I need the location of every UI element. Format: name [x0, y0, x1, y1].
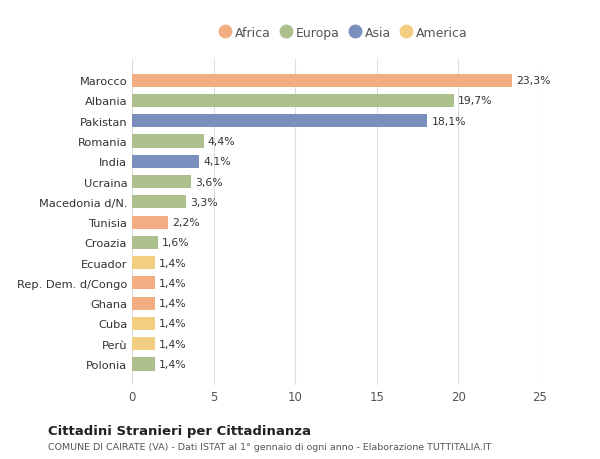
Text: COMUNE DI CAIRATE (VA) - Dati ISTAT al 1° gennaio di ogni anno - Elaborazione TU: COMUNE DI CAIRATE (VA) - Dati ISTAT al 1… — [48, 442, 491, 451]
Text: 1,4%: 1,4% — [159, 258, 187, 268]
Bar — [132, 337, 155, 351]
Text: 4,1%: 4,1% — [203, 157, 230, 167]
Text: 1,4%: 1,4% — [159, 298, 187, 308]
Bar — [132, 297, 155, 310]
Bar — [132, 216, 168, 229]
Bar — [132, 358, 155, 371]
Text: Cittadini Stranieri per Cittadinanza: Cittadini Stranieri per Cittadinanza — [48, 424, 311, 437]
Text: 4,4%: 4,4% — [208, 137, 236, 147]
Bar — [132, 156, 199, 168]
Bar — [132, 115, 427, 128]
Bar — [132, 317, 155, 330]
Legend: Africa, Europa, Asia, America: Africa, Europa, Asia, America — [217, 23, 472, 44]
Bar — [132, 257, 155, 269]
Bar — [132, 95, 454, 108]
Text: 19,7%: 19,7% — [458, 96, 492, 106]
Bar — [132, 196, 186, 209]
Text: 1,4%: 1,4% — [159, 278, 187, 288]
Bar — [132, 176, 191, 189]
Text: 3,6%: 3,6% — [195, 177, 223, 187]
Text: 1,4%: 1,4% — [159, 359, 187, 369]
Bar — [132, 74, 512, 88]
Text: 1,6%: 1,6% — [162, 238, 190, 248]
Bar — [132, 277, 155, 290]
Bar — [132, 135, 204, 148]
Bar — [132, 236, 158, 249]
Text: 2,2%: 2,2% — [172, 218, 200, 228]
Text: 18,1%: 18,1% — [431, 117, 466, 127]
Text: 23,3%: 23,3% — [517, 76, 551, 86]
Text: 1,4%: 1,4% — [159, 319, 187, 329]
Text: 1,4%: 1,4% — [159, 339, 187, 349]
Text: 3,3%: 3,3% — [190, 197, 218, 207]
